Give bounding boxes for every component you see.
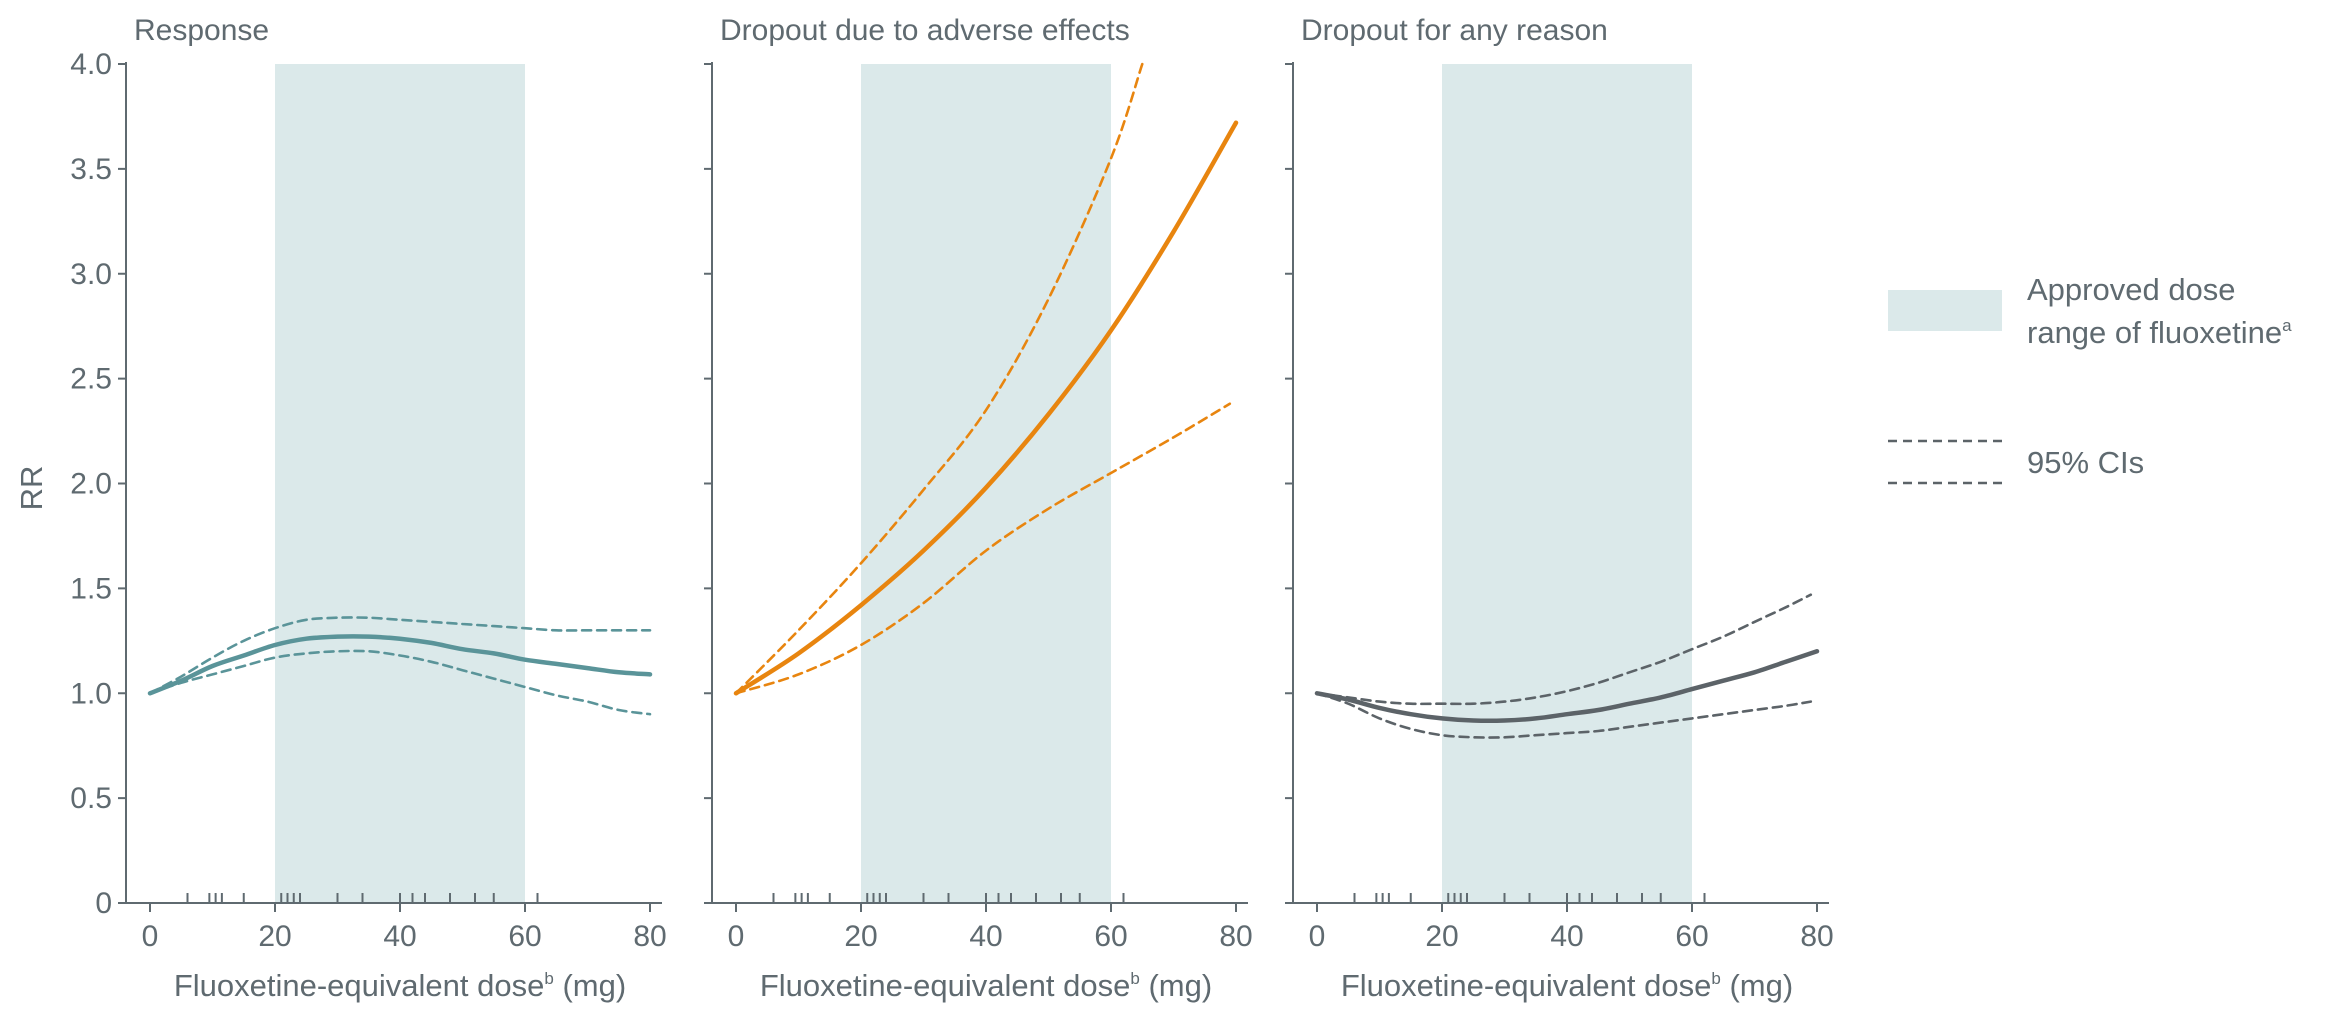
panel-title: Dropout due to adverse effects xyxy=(720,14,1130,47)
legend-shaded-swatch xyxy=(1888,290,2002,331)
panel-1: Response 0 0.5 1.0 1.5 2.0 2.5 3.0 3.5 4.0 0 20 40 60… xyxy=(70,14,666,1003)
legend-shaded-label-line1: Approved dose xyxy=(2027,272,2236,307)
x-tick-label: 40 xyxy=(383,920,416,953)
panel-3: Dropout for any reason 0 20 40 60 80Fluoxetin… xyxy=(1285,14,1834,1003)
x-tick-label: 60 xyxy=(1675,920,1708,953)
ci-line xyxy=(734,402,1232,695)
x-tick-label: 60 xyxy=(1094,920,1127,953)
x-tick-label: 20 xyxy=(1425,920,1458,953)
x-tick-label: 20 xyxy=(258,920,291,953)
x-tick-label: 0 xyxy=(142,920,159,953)
x-axis-label: Fluoxetine-equivalent doseb (mg) xyxy=(760,968,1212,1003)
x-tick-label: 20 xyxy=(844,920,877,953)
ci-line xyxy=(734,62,1144,695)
ci-line xyxy=(1315,692,1813,739)
x-tick-label: 80 xyxy=(1219,920,1252,953)
approved-dose-band xyxy=(275,64,525,903)
ci-line xyxy=(148,649,652,716)
legend: Approved dose range of fluoxetinea 95% CIs xyxy=(1888,272,2292,485)
x-tick-label: 80 xyxy=(1800,920,1833,953)
x-tick-label: 0 xyxy=(728,920,745,953)
x-tick-label: 40 xyxy=(969,920,1002,953)
estimate-line xyxy=(733,120,1239,696)
approved-dose-band xyxy=(1442,64,1692,903)
x-axis-label: Fluoxetine-equivalent doseb (mg) xyxy=(174,968,626,1003)
y-tick-label: 2.0 xyxy=(70,468,112,501)
y-tick-label: 1.5 xyxy=(70,572,112,605)
x-tick-label: 40 xyxy=(1550,920,1583,953)
legend-ci-label: 95% CIs xyxy=(2027,445,2144,480)
panel-title: Response xyxy=(134,14,269,47)
y-axis-label: RR xyxy=(14,466,49,511)
estimate-line xyxy=(1314,649,1820,724)
x-tick-label: 80 xyxy=(633,920,666,953)
x-axis-label: Fluoxetine-equivalent doseb (mg) xyxy=(1341,968,1793,1003)
ci-line xyxy=(1315,593,1813,706)
y-tick-label: 0.5 xyxy=(70,782,112,815)
y-tick-label: 3.0 xyxy=(70,258,112,291)
ci-line xyxy=(148,616,652,695)
x-tick-label: 60 xyxy=(508,920,541,953)
estimate-line xyxy=(147,634,653,696)
approved-dose-band xyxy=(861,64,1111,903)
y-tick-label: 1.0 xyxy=(70,677,112,710)
y-tick-label: 0 xyxy=(95,887,112,920)
panel-title: Dropout for any reason xyxy=(1301,14,1608,47)
y-tick-label: 2.5 xyxy=(70,363,112,396)
panels: Response 0 0.5 1.0 1.5 2.0 2.5 3.0 3.5 4.0 0 20 40 60… xyxy=(70,14,1833,1003)
y-tick-label: 4.0 xyxy=(70,48,112,81)
x-tick-label: 0 xyxy=(1309,920,1326,953)
y-tick-label: 3.5 xyxy=(70,153,112,186)
legend-shaded-label-line2: range of fluoxetinea xyxy=(2027,315,2292,350)
panel-2: Dropout due to adverse effects 0 20 40 60 80F… xyxy=(704,14,1253,1003)
